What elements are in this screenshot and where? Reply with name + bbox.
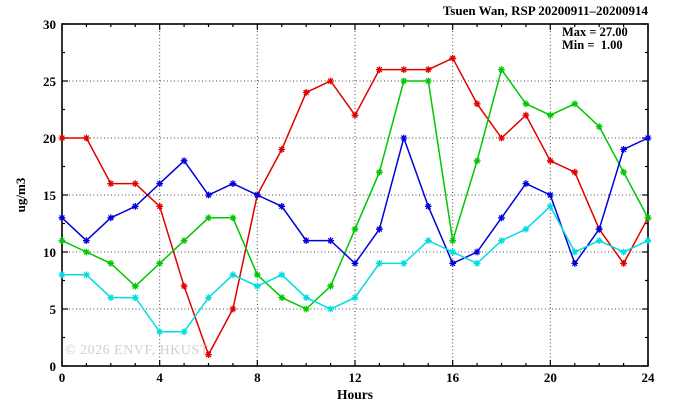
- y-tick-label: 20: [43, 130, 56, 146]
- max-value-label: Max = 27.00: [562, 25, 628, 39]
- x-tick-label: 4: [156, 370, 163, 385]
- stats-box: Max = 27.00 Min = 1.00: [562, 26, 628, 52]
- chart-title: Tsuen Wan, RSP 20200911–20200914: [442, 3, 648, 18]
- y-tick-label: 5: [49, 301, 57, 317]
- y-tick-label: 10: [43, 244, 56, 260]
- min-value-label: Min = 1.00: [562, 38, 623, 52]
- x-axis-label: Hours: [336, 387, 374, 402]
- y-tick-label: 15: [43, 187, 56, 203]
- watermark: © 2026 ENVF, HKUST: [65, 343, 209, 358]
- x-tick-label: 20: [543, 370, 557, 385]
- green-series-markers: [58, 66, 652, 313]
- x-tick-label: 8: [254, 370, 261, 385]
- x-tick-label: 0: [58, 370, 66, 385]
- x-tick-label: 24: [641, 370, 655, 385]
- y-tick-label: 30: [43, 16, 56, 32]
- cyan-series-markers: [58, 203, 652, 336]
- blue-series-markers: [58, 134, 652, 267]
- x-tick-label: 16: [446, 370, 460, 385]
- y-tick-label: 25: [43, 73, 56, 89]
- y-tick-label: 0: [49, 358, 57, 374]
- x-tick-label: 12: [348, 370, 362, 385]
